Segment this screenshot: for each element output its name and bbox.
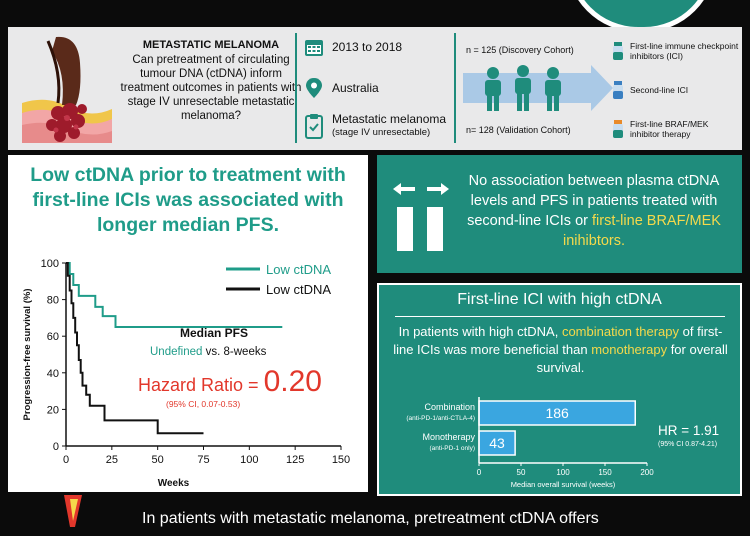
location-pin-icon bbox=[306, 78, 322, 98]
hr-ci: (95% CI, 0.07-0.53) bbox=[166, 399, 240, 409]
drug-vial-icon bbox=[613, 120, 623, 138]
x-tick-label: 100 bbox=[556, 468, 570, 477]
x-axis-label: Weeks bbox=[158, 478, 190, 489]
x-tick-label: 150 bbox=[332, 454, 350, 466]
highlight-combination: combination therapy bbox=[561, 324, 680, 339]
treatment-label: First-line BRAF/MEK inhibitor therapy bbox=[630, 119, 709, 139]
no-association-main: No association between plasma ctDNA leve… bbox=[467, 173, 720, 229]
condition-text: Metastatic melanoma bbox=[332, 112, 447, 126]
y-tick-label: 100 bbox=[41, 258, 59, 270]
drug-vial-icon bbox=[613, 42, 623, 60]
pfs-panel: Low ctDNA prior to treatment with first-… bbox=[8, 155, 368, 492]
conclusion-band: In patients with metastatic melanoma, pr… bbox=[46, 500, 750, 536]
legend-label: Low ctDNA bbox=[266, 262, 331, 277]
x-tick-label: 100 bbox=[240, 454, 258, 466]
y-tick-label: 0 bbox=[53, 441, 59, 453]
y-tick-label: 40 bbox=[47, 368, 59, 380]
question-title: METASTATIC MELANOMA bbox=[142, 39, 280, 51]
treatment-label: First-line immune checkpoint inhibitors … bbox=[630, 41, 739, 61]
median-undefined: Undefined bbox=[150, 346, 202, 358]
drug-vial-icon bbox=[613, 81, 623, 99]
no-association-text: No association between plasma ctDNA leve… bbox=[459, 171, 729, 251]
x-tick-label: 25 bbox=[106, 454, 118, 466]
equal-bars-icon bbox=[393, 183, 449, 251]
category-sub-label: (anti-PD-1 only) bbox=[429, 445, 475, 452]
calendar-icon bbox=[305, 40, 323, 56]
bar-value-label: 43 bbox=[489, 435, 505, 451]
category-sub-label: (anti-PD-1/anti-CTLA-4) bbox=[406, 415, 475, 422]
km-chart: 0 20 40 60 80 100 0 25 50 75 100 125 150 Weeks Progres… bbox=[22, 258, 350, 489]
combination-text-a: In patients with high ctDNA, bbox=[398, 324, 562, 339]
years-text: 2013 to 2018 bbox=[332, 40, 403, 54]
bar bbox=[478, 430, 516, 456]
hazard-ratio: Hazard Ratio = 0.20 bbox=[138, 365, 322, 398]
combination-text: In patients with high ctDNA, combination… bbox=[393, 323, 728, 377]
os-hr: HR = 1.91 bbox=[658, 423, 720, 438]
study-condition: Metastatic melanoma (stage IV unresectab… bbox=[304, 113, 446, 139]
y-tick-label: 80 bbox=[47, 295, 59, 307]
clipboard-icon bbox=[305, 114, 323, 139]
combination-text-c: for overall survival. bbox=[536, 342, 728, 375]
bar-value-label: 186 bbox=[545, 405, 569, 421]
combination-title: First-line ICI with high ctDNA bbox=[457, 291, 662, 308]
header-divider bbox=[295, 33, 297, 143]
treatment-item: Second-line ICI bbox=[612, 81, 688, 99]
location-text: Australia bbox=[332, 81, 379, 95]
km-line-low-ctdna bbox=[66, 262, 283, 328]
cohort-people-icon bbox=[463, 65, 613, 111]
x-tick-label: 125 bbox=[286, 454, 304, 466]
exclamation-icon bbox=[64, 495, 82, 527]
header-divider-2 bbox=[454, 33, 456, 143]
highlight-monotherapy: monotherapy bbox=[591, 342, 668, 357]
combination-text-b: of first-line ICIs was more beneficial t… bbox=[393, 324, 723, 357]
os-bar-chart: 186 Combination (anti-PD-1/anti-CTLA-4) 43 M… bbox=[406, 397, 654, 489]
x-tick-label: 0 bbox=[63, 454, 69, 466]
conclusion-text: In patients with metastatic melanoma, pr… bbox=[142, 510, 599, 527]
validation-cohort: n= 128 (Validation Cohort) bbox=[466, 125, 571, 135]
no-association-panel: No association between plasma ctDNA leve… bbox=[377, 155, 742, 273]
x-axis-label: Median overall survival (weeks) bbox=[511, 480, 616, 489]
hr-label: Hazard Ratio = bbox=[138, 375, 264, 395]
x-tick-label: 150 bbox=[598, 468, 612, 477]
condition-sub: (stage IV unresectable) bbox=[332, 127, 431, 138]
km-line-high-ctdna bbox=[66, 262, 204, 435]
title-separator bbox=[395, 316, 725, 317]
y-tick-label: 20 bbox=[47, 404, 59, 416]
research-question: Can pretreatment of circulating tumour D… bbox=[120, 54, 302, 122]
skin-tumour-icon bbox=[22, 36, 112, 143]
median-vs: vs. 8-weeks bbox=[202, 346, 266, 358]
treatment-item: First-line immune checkpoint inhibitors … bbox=[612, 41, 746, 61]
x-tick-label: 50 bbox=[517, 468, 526, 477]
study-years: 2013 to 2018 bbox=[304, 37, 402, 57]
hr-value: 0.20 bbox=[264, 365, 322, 398]
category-label: Monotherapy bbox=[422, 432, 475, 442]
x-tick-label: 200 bbox=[640, 468, 654, 477]
no-association-highlight: first-line BRAF/MEK inihibtors. bbox=[562, 213, 721, 249]
discovery-cohort: n = 125 (Discovery Cohort) bbox=[466, 45, 574, 55]
study-location: Australia bbox=[304, 77, 379, 99]
median-pfs-values: Undefined vs. 8-weeks bbox=[150, 346, 267, 358]
os-hr-ci: (95% CI 0.87-4.21) bbox=[658, 441, 718, 448]
median-pfs-title: Median PFS bbox=[180, 326, 248, 340]
x-tick-label: 50 bbox=[152, 454, 164, 466]
x-tick-label: 75 bbox=[197, 454, 209, 466]
pfs-headline: Low ctDNA prior to treatment with first-… bbox=[30, 164, 346, 236]
category-label: Combination bbox=[424, 402, 475, 412]
study-header: METASTATIC MELANOMA Can pretreatment of … bbox=[8, 27, 742, 150]
treatment-label: Second-line ICI bbox=[630, 85, 689, 95]
y-tick-label: 60 bbox=[47, 331, 59, 343]
legend-label: Low ctDNA bbox=[266, 282, 331, 297]
treatment-item: First-line BRAF/MEK inhibitor therapy bbox=[612, 119, 740, 139]
x-tick-label: 0 bbox=[477, 468, 482, 477]
y-axis-label: Progression-free survival (%) bbox=[22, 289, 33, 421]
combination-panel: First-line ICI with high ctDNA In patien… bbox=[377, 283, 742, 496]
